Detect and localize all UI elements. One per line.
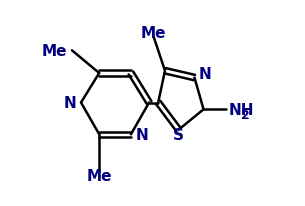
Text: N: N	[199, 66, 212, 81]
Text: NH: NH	[228, 102, 254, 117]
Text: Me: Me	[86, 168, 112, 183]
Text: S: S	[173, 127, 184, 142]
Text: 2: 2	[241, 109, 249, 122]
Text: N: N	[64, 96, 77, 110]
Text: Me: Me	[141, 26, 167, 40]
Text: Me: Me	[42, 44, 67, 59]
Text: N: N	[135, 127, 148, 142]
